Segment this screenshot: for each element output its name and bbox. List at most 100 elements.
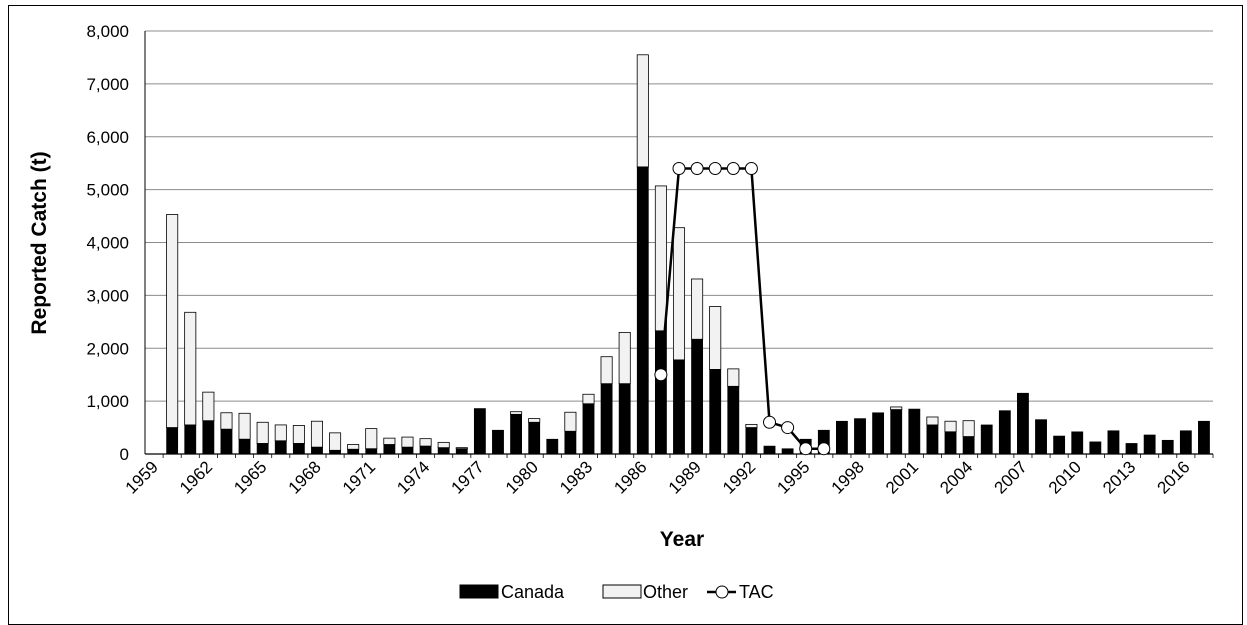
bar-canada-1967 xyxy=(292,443,305,455)
x-tick-label: 1998 xyxy=(828,457,868,497)
bar-canada-2014 xyxy=(1143,434,1156,455)
tac-point-1987 xyxy=(654,368,668,382)
legend-label-tac: TAC xyxy=(739,582,774,602)
tac-point-1988 xyxy=(672,161,686,175)
y-tick-label: 0 xyxy=(120,445,129,464)
bar-canada-2011 xyxy=(1089,441,1102,455)
bar-canada-2007 xyxy=(1017,392,1029,455)
x-tick-label: 1995 xyxy=(773,457,813,497)
bar-other-1979 xyxy=(510,411,523,415)
bar-canada-1986 xyxy=(636,166,649,455)
bar-canada-1990 xyxy=(709,369,722,455)
bar-other-1990 xyxy=(709,306,722,370)
tac-point-1991 xyxy=(726,161,740,175)
tac-point-1989 xyxy=(690,161,704,175)
y-axis-title: Reported Catch (t) xyxy=(28,151,51,334)
legend-label-other: Other xyxy=(643,582,688,602)
x-tick-label: 1980 xyxy=(502,457,542,497)
bar-canada-2009 xyxy=(1053,435,1066,455)
bar-other-1975 xyxy=(437,441,450,449)
x-tick-label: 1965 xyxy=(230,457,270,497)
bar-canada-2002 xyxy=(926,424,939,455)
bar-other-2003 xyxy=(944,420,957,433)
x-tick-label: 2007 xyxy=(991,457,1031,497)
bar-canada-2006 xyxy=(998,410,1011,455)
bar-canada-1993 xyxy=(763,445,776,455)
tac-point-1992 xyxy=(744,161,758,175)
bar-canada-1975 xyxy=(437,447,450,455)
bar-canada-1982 xyxy=(564,430,577,455)
bar-other-2000 xyxy=(890,406,903,410)
bar-other-1976 xyxy=(455,447,468,450)
bar-canada-2012 xyxy=(1107,430,1120,455)
bar-canada-1989 xyxy=(691,338,704,455)
bar-canada-2005 xyxy=(980,424,993,455)
bar-canada-1971 xyxy=(365,448,378,455)
bar-other-1967 xyxy=(292,425,305,444)
bar-other-1986 xyxy=(636,54,649,168)
x-tick-label: 2013 xyxy=(1099,457,1139,497)
bar-other-1992 xyxy=(745,423,758,428)
bar-canada-1988 xyxy=(673,359,685,455)
x-tick-label: 2004 xyxy=(936,457,976,497)
bar-canada-1992 xyxy=(745,427,758,455)
bar-canada-1983 xyxy=(582,403,595,455)
bar-other-1971 xyxy=(365,428,378,450)
bar-canada-2010 xyxy=(1071,431,1084,455)
bar-canada-1961 xyxy=(184,424,197,455)
bar-other-1984 xyxy=(600,356,613,385)
x-tick-label: 1962 xyxy=(176,457,216,497)
bar-other-1988 xyxy=(672,227,686,361)
x-tick-label: 1992 xyxy=(719,457,759,497)
bar-canada-1962 xyxy=(202,420,215,455)
bar-canada-1994 xyxy=(781,448,794,455)
bar-canada-1976 xyxy=(455,448,468,455)
bar-canada-2015 xyxy=(1161,439,1174,455)
x-tick-label: 1986 xyxy=(610,457,650,497)
bar-canada-1966 xyxy=(274,440,287,455)
bar-canada-1984 xyxy=(600,383,613,455)
tac-point-1995 xyxy=(799,442,813,456)
bars xyxy=(162,54,1214,458)
bar-other-1965 xyxy=(256,421,269,444)
x-tick-label: 1989 xyxy=(665,457,705,497)
y-tick-label: 8,000 xyxy=(86,22,129,41)
bar-other-1966 xyxy=(274,424,287,442)
legend-swatch-canada xyxy=(459,584,499,599)
x-tick-label: 1974 xyxy=(393,457,433,497)
bar-other-1969 xyxy=(329,432,342,451)
bar-canada-2001 xyxy=(908,408,921,455)
x-tick-label: 1971 xyxy=(339,457,379,497)
legend-marker-tac xyxy=(715,585,729,599)
bar-canada-1999 xyxy=(872,412,885,455)
tac-point-1996 xyxy=(817,442,831,456)
bar-canada-1980 xyxy=(528,421,541,455)
y-tick-label: 5,000 xyxy=(86,181,129,200)
bar-other-2002 xyxy=(926,416,939,426)
bar-canada-2008 xyxy=(1035,419,1047,455)
bar-canada-1977 xyxy=(473,408,486,455)
bar-other-1987 xyxy=(654,185,667,332)
bar-canada-1965 xyxy=(256,443,269,455)
y-tick-label: 2,000 xyxy=(86,339,129,358)
x-tick-label: 2010 xyxy=(1045,457,1085,497)
y-tick-labels: 0 1,000 2,000 3,000 4,000 5,000 6,000 7,000 8,00… xyxy=(86,22,129,464)
bar-canada-1974 xyxy=(419,445,432,455)
bar-canada-2016 xyxy=(1179,430,1192,455)
bar-other-1972 xyxy=(383,437,396,445)
bar-canada-1978 xyxy=(492,429,504,455)
bar-other-2004 xyxy=(962,420,975,437)
tac-line xyxy=(654,161,831,456)
tac-point-1993 xyxy=(763,415,777,429)
bar-other-1970 xyxy=(347,444,360,450)
legend: Canada Other TAC xyxy=(459,582,774,602)
bar-other-1983 xyxy=(582,393,595,405)
axes xyxy=(144,31,1213,455)
bar-canada-1987 xyxy=(654,330,667,455)
bar-canada-1968 xyxy=(311,446,323,455)
bar-canada-1998 xyxy=(854,418,866,455)
bar-other-1985 xyxy=(618,331,631,385)
bar-canada-2017 xyxy=(1198,420,1210,455)
bar-other-1982 xyxy=(564,411,577,432)
